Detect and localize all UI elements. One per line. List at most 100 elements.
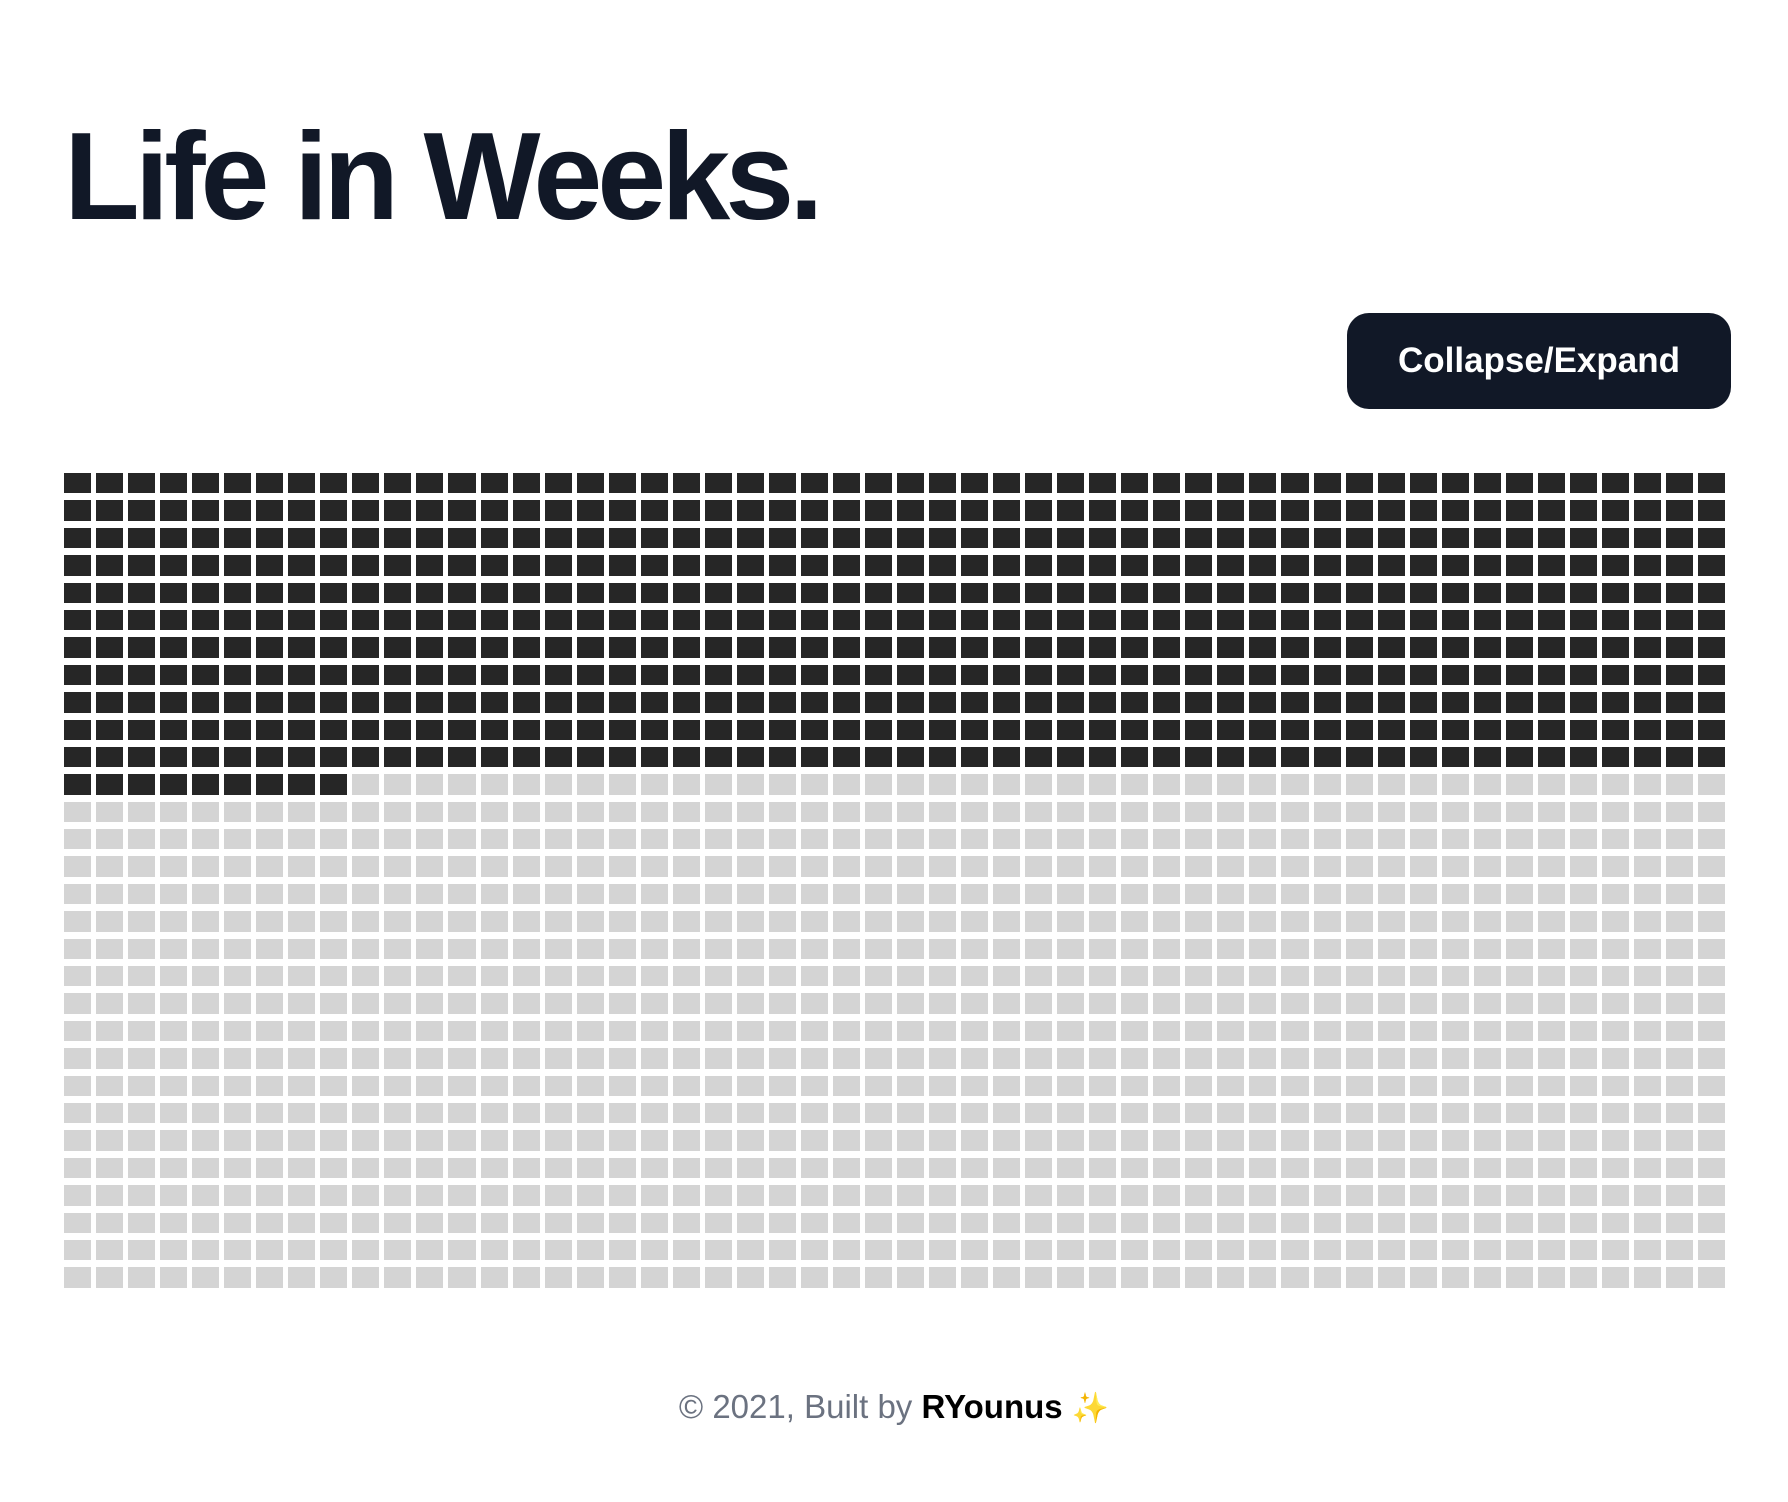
week-cell-remaining: [1505, 1102, 1533, 1124]
week-cell-remaining: [1345, 774, 1373, 795]
week-cell-lived: [993, 664, 1021, 686]
week-cell-remaining: [1377, 1020, 1405, 1042]
week-cell-lived: [1377, 637, 1405, 658]
week-cell-lived: [576, 473, 604, 494]
week-cell-remaining: [1249, 883, 1277, 905]
week-cell-lived: [1665, 637, 1693, 658]
week-cell-lived: [1441, 719, 1469, 740]
week-cell-remaining: [512, 1157, 540, 1179]
week-cell-remaining: [897, 1020, 925, 1042]
week-cell-lived: [929, 582, 957, 603]
week-cell-lived: [1281, 609, 1309, 631]
week-cell-remaining: [1345, 1212, 1373, 1233]
week-cell-remaining: [1473, 856, 1501, 877]
week-cell-lived: [192, 746, 220, 768]
week-cell-remaining: [1569, 1157, 1597, 1179]
week-cell-lived: [800, 719, 828, 740]
week-cell-remaining: [96, 856, 124, 877]
week-cell-remaining: [704, 993, 732, 1014]
week-cell-remaining: [224, 1130, 252, 1151]
week-cell-remaining: [1025, 993, 1053, 1014]
week-cell-remaining: [1697, 1020, 1725, 1042]
week-cell-remaining: [1249, 1267, 1277, 1288]
week-cell-lived: [929, 500, 957, 521]
week-cell-remaining: [608, 1075, 636, 1096]
week-cell-remaining: [961, 1048, 989, 1069]
week-cell-remaining: [640, 966, 668, 987]
week-cell-remaining: [416, 1185, 444, 1206]
week-cell-remaining: [704, 966, 732, 987]
week-cell-remaining: [1473, 1102, 1501, 1124]
week-cell-remaining: [1313, 774, 1341, 795]
author-link[interactable]: RYounus: [921, 1388, 1063, 1425]
week-cell-remaining: [768, 1075, 796, 1096]
week-cell-lived: [1473, 609, 1501, 631]
week-cell-remaining: [1089, 856, 1117, 877]
week-cell-remaining: [1089, 966, 1117, 987]
week-cell-remaining: [832, 774, 860, 795]
week-cell-remaining: [1121, 1075, 1149, 1096]
week-cell-lived: [993, 637, 1021, 658]
week-cell-remaining: [1409, 911, 1437, 932]
week-cell-lived: [320, 527, 348, 549]
week-cell-lived: [1633, 473, 1661, 494]
week-cell-remaining: [1025, 911, 1053, 932]
week-cell-remaining: [576, 966, 604, 987]
week-cell-remaining: [736, 966, 764, 987]
week-cell-remaining: [1121, 993, 1149, 1014]
week-cell-lived: [864, 746, 892, 768]
week-cell-remaining: [1313, 1212, 1341, 1233]
week-cell-remaining: [864, 911, 892, 932]
week-cell-remaining: [993, 1157, 1021, 1179]
week-cell-lived: [512, 609, 540, 631]
week-cell-remaining: [1345, 1130, 1373, 1151]
week-cell-remaining: [897, 856, 925, 877]
week-cell-remaining: [800, 911, 828, 932]
collapse-expand-button[interactable]: Collapse/Expand: [1347, 313, 1731, 409]
week-cell-lived: [1025, 664, 1053, 686]
week-cell-lived: [672, 609, 700, 631]
week-cell-remaining: [608, 966, 636, 987]
week-cell-remaining: [576, 1020, 604, 1042]
week-cell-remaining: [96, 966, 124, 987]
week-cell-remaining: [1601, 856, 1629, 877]
week-cell-lived: [1633, 664, 1661, 686]
week-cell-lived: [480, 746, 508, 768]
week-cell-lived: [160, 746, 188, 768]
week-cell-lived: [352, 746, 380, 768]
week-cell-lived: [929, 473, 957, 494]
week-cell-remaining: [1409, 1102, 1437, 1124]
week-cell-remaining: [224, 856, 252, 877]
week-cell-lived: [1537, 746, 1565, 768]
week-cell-remaining: [1345, 1020, 1373, 1042]
week-cell-remaining: [1089, 1267, 1117, 1288]
week-cell-remaining: [1025, 1075, 1053, 1096]
week-cell-remaining: [512, 1102, 540, 1124]
week-cell-lived: [1473, 527, 1501, 549]
week-cell-remaining: [832, 1185, 860, 1206]
week-cell-remaining: [1409, 1267, 1437, 1288]
week-cell-lived: [1537, 609, 1565, 631]
week-cell-remaining: [512, 1130, 540, 1151]
week-cell-remaining: [1185, 1020, 1213, 1042]
week-cell-remaining: [961, 1185, 989, 1206]
week-cell-remaining: [736, 1157, 764, 1179]
week-cell-remaining: [1665, 1239, 1693, 1261]
week-cell-remaining: [128, 938, 156, 960]
week-cell-lived: [1121, 692, 1149, 713]
week-cell-remaining: [544, 1212, 572, 1233]
week-cell-remaining: [1153, 883, 1181, 905]
week-cell-lived: [352, 582, 380, 603]
week-cell-lived: [672, 637, 700, 658]
week-cell-remaining: [1121, 883, 1149, 905]
week-cell-remaining: [160, 966, 188, 987]
week-cell-remaining: [256, 1239, 284, 1261]
week-cell-lived: [800, 609, 828, 631]
week-cell-lived: [897, 555, 925, 576]
week-cell-remaining: [640, 829, 668, 850]
week-cell-remaining: [1185, 911, 1213, 932]
week-cell-remaining: [1313, 856, 1341, 877]
week-cell-lived: [160, 719, 188, 740]
week-cell-remaining: [480, 1048, 508, 1069]
week-cell-lived: [1505, 664, 1533, 686]
